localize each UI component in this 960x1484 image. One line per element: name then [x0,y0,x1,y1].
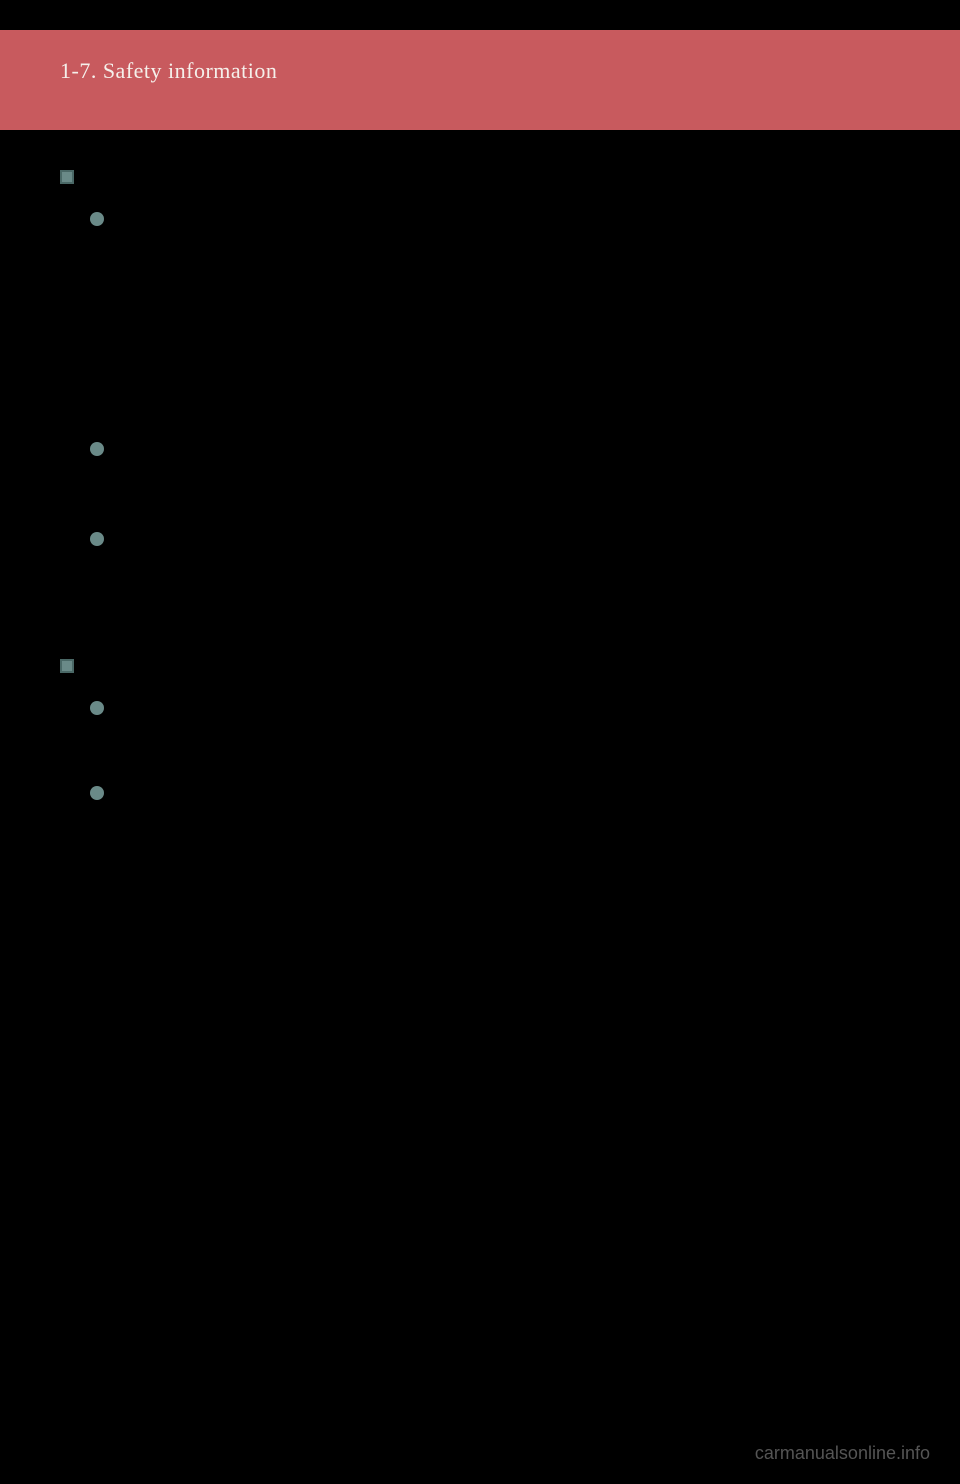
section-1 [60,170,900,619]
list-item [90,439,900,509]
section-marker-icon [60,659,74,673]
page-section-title: 1-7. Safety information [60,58,277,84]
list-item [90,783,900,843]
bullet-icon [90,442,104,456]
bullet-icon [90,532,104,546]
watermark: carmanualsonline.info [755,1443,930,1464]
bullet-list [60,209,900,619]
header-top-stripe [0,0,960,30]
bullet-icon [90,786,104,800]
content-area [0,130,960,923]
bullet-list [60,698,900,843]
list-item [90,698,900,763]
section-2 [60,659,900,843]
list-item [90,529,900,619]
section-header-row [60,170,900,184]
header-band: 1-7. Safety information [0,0,960,130]
list-item [90,209,900,419]
bullet-icon [90,212,104,226]
bullet-icon [90,701,104,715]
section-marker-icon [60,170,74,184]
section-header-row [60,659,900,673]
